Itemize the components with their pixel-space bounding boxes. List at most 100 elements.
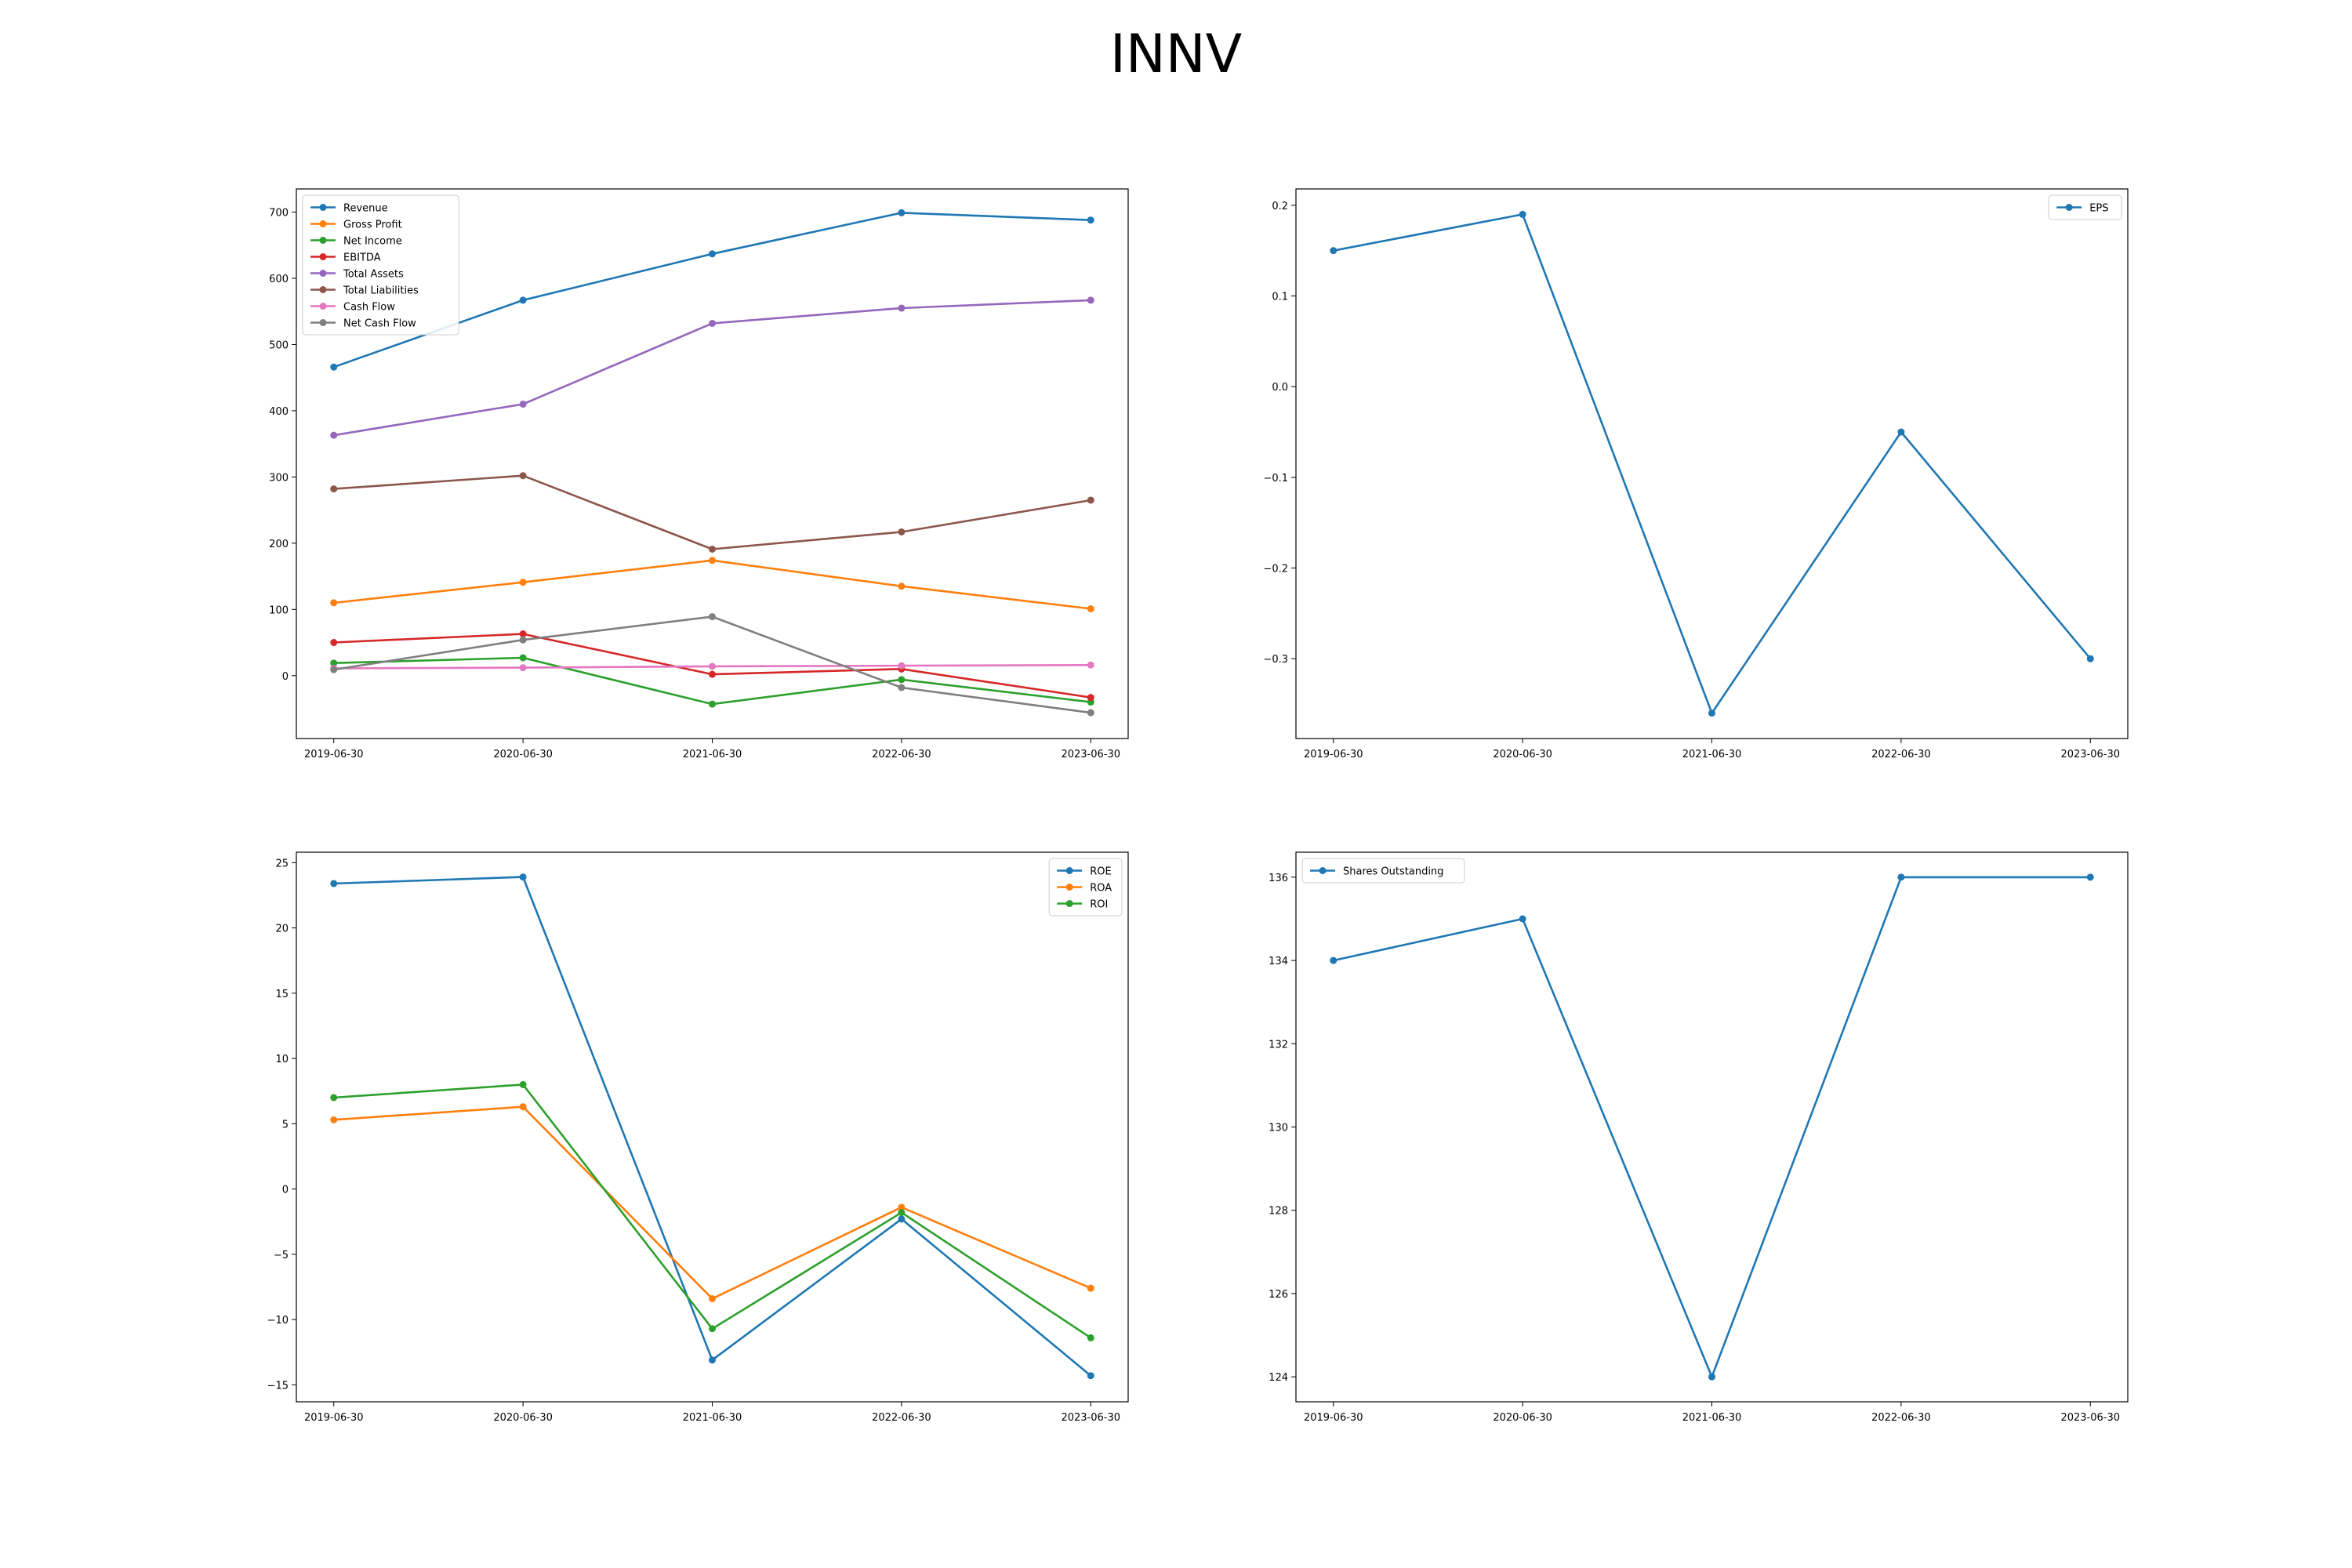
- legend-label: EPS: [2089, 203, 2108, 215]
- data-point: [519, 472, 527, 480]
- data-point: [1087, 709, 1094, 717]
- data-point: [1087, 1372, 1094, 1380]
- legend-marker: [319, 270, 327, 277]
- legend: Shares Outstanding: [1301, 858, 1465, 884]
- y-tick-label: 400: [269, 406, 289, 418]
- x-tick-label: 2019-06-30: [1304, 749, 1363, 760]
- data-point: [1087, 604, 1094, 612]
- x-tick-label: 2022-06-30: [872, 1412, 931, 1424]
- legend-marker: [1319, 867, 1327, 874]
- y-tick-label: 5: [282, 1119, 289, 1131]
- data-point: [330, 431, 338, 439]
- legend-marker: [319, 220, 327, 227]
- data-point: [1330, 956, 1338, 964]
- data-point: [898, 662, 906, 670]
- data-point: [519, 400, 527, 408]
- data-point: [519, 630, 527, 638]
- x-tick-label: 2020-06-30: [1493, 1412, 1552, 1424]
- data-point: [1708, 710, 1715, 717]
- x-tick-label: 2022-06-30: [872, 749, 931, 760]
- legend-marker: [1065, 900, 1073, 907]
- x-tick-label: 2019-06-30: [304, 749, 364, 760]
- data-point: [330, 880, 338, 887]
- legend: ROE ROA ROI: [1048, 858, 1123, 916]
- y-tick-label: 25: [275, 858, 289, 869]
- y-tick-label: 15: [275, 989, 289, 1000]
- y-tick-label: −10: [267, 1315, 289, 1327]
- x-tick-label: 2020-06-30: [493, 1412, 553, 1424]
- data-point: [330, 485, 338, 493]
- data-point: [330, 659, 338, 667]
- data-point: [1708, 1373, 1715, 1381]
- legend-box: [302, 194, 459, 336]
- data-point: [1087, 1334, 1094, 1341]
- data-point: [709, 700, 716, 708]
- legend-box: [1301, 858, 1465, 884]
- data-point: [519, 296, 527, 304]
- legend-box: [2048, 194, 2122, 220]
- data-point: [519, 654, 527, 662]
- y-tick-label: 128: [1269, 1206, 1288, 1218]
- y-tick-label: 500: [269, 339, 289, 351]
- data-point: [709, 319, 716, 327]
- data-point: [898, 583, 906, 590]
- y-tick-label: 200: [269, 539, 289, 550]
- x-tick-label: 2019-06-30: [304, 1412, 364, 1424]
- y-tick-label: 0.2: [1272, 201, 1288, 212]
- x-tick-label: 2021-06-30: [1682, 749, 1742, 760]
- chart-ratios: 2019-06-30 2020-06-30 2021-06-30 2022-06-30…: [267, 851, 1129, 1424]
- data-point: [330, 1094, 338, 1102]
- data-point: [709, 670, 716, 678]
- data-point: [330, 1116, 338, 1123]
- data-point: [1519, 915, 1526, 923]
- figure-title: INNV: [1110, 24, 1242, 85]
- y-tick-label: 124: [1269, 1372, 1288, 1384]
- x-tick-label: 2020-06-30: [493, 749, 553, 760]
- x-tick-label: 2019-06-30: [1304, 1412, 1363, 1424]
- y-tick-label: 700: [269, 208, 289, 220]
- data-point: [1519, 210, 1526, 218]
- legend-marker: [1065, 884, 1073, 891]
- data-point: [2086, 873, 2094, 881]
- axes-frame: [1295, 188, 2129, 739]
- panels: 2019-06-30 2020-06-30 2021-06-30 2022-06-30…: [267, 188, 2129, 1424]
- data-point: [519, 579, 527, 586]
- data-point: [1087, 661, 1094, 669]
- data-point: [330, 363, 338, 371]
- y-tick-label: 0: [282, 671, 289, 683]
- x-tick-label: 2022-06-30: [1871, 1412, 1931, 1424]
- legend-marker: [319, 303, 327, 310]
- x-tick-label: 2021-06-30: [683, 749, 742, 760]
- legend-label: Shares Outstanding: [1343, 866, 1443, 878]
- data-point: [1897, 428, 1905, 436]
- data-point: [1087, 694, 1094, 702]
- chart-shares: 2019-06-30 2020-06-30 2021-06-30 2022-06-30…: [1269, 851, 2129, 1424]
- chart-financials: 2019-06-30 2020-06-30 2021-06-30 2022-06-30…: [269, 188, 1129, 760]
- y-tick-label: 136: [1269, 873, 1288, 884]
- data-point: [709, 613, 716, 621]
- x-tick-label: 2023-06-30: [2060, 1412, 2120, 1424]
- data-point: [898, 684, 906, 691]
- data-point: [898, 1209, 906, 1217]
- x-tick-label: 2023-06-30: [1061, 1412, 1120, 1424]
- legend-label: Total Assets: [343, 269, 404, 281]
- series-line-total-liabilities: [333, 474, 1091, 550]
- data-point: [330, 599, 338, 607]
- data-point: [709, 250, 716, 258]
- data-point: [709, 557, 716, 564]
- axes-frame: [1295, 851, 2129, 1403]
- legend: Revenue Gross Profit Net Income EBITDA Total…: [302, 194, 459, 336]
- data-point: [709, 1325, 716, 1333]
- data-point: [898, 676, 906, 684]
- data-point: [898, 1215, 906, 1223]
- y-tick-label: −15: [267, 1380, 289, 1392]
- legend-marker: [319, 204, 327, 211]
- data-point: [1087, 216, 1094, 224]
- data-point: [898, 209, 906, 216]
- y-tick-label: −5: [274, 1250, 289, 1261]
- data-point: [519, 664, 527, 672]
- legend-label: Cash Flow: [343, 302, 395, 314]
- legend-label: ROI: [1090, 899, 1108, 911]
- y-tick-label: 0.0: [1272, 382, 1288, 394]
- y-tick-label: 126: [1269, 1289, 1288, 1301]
